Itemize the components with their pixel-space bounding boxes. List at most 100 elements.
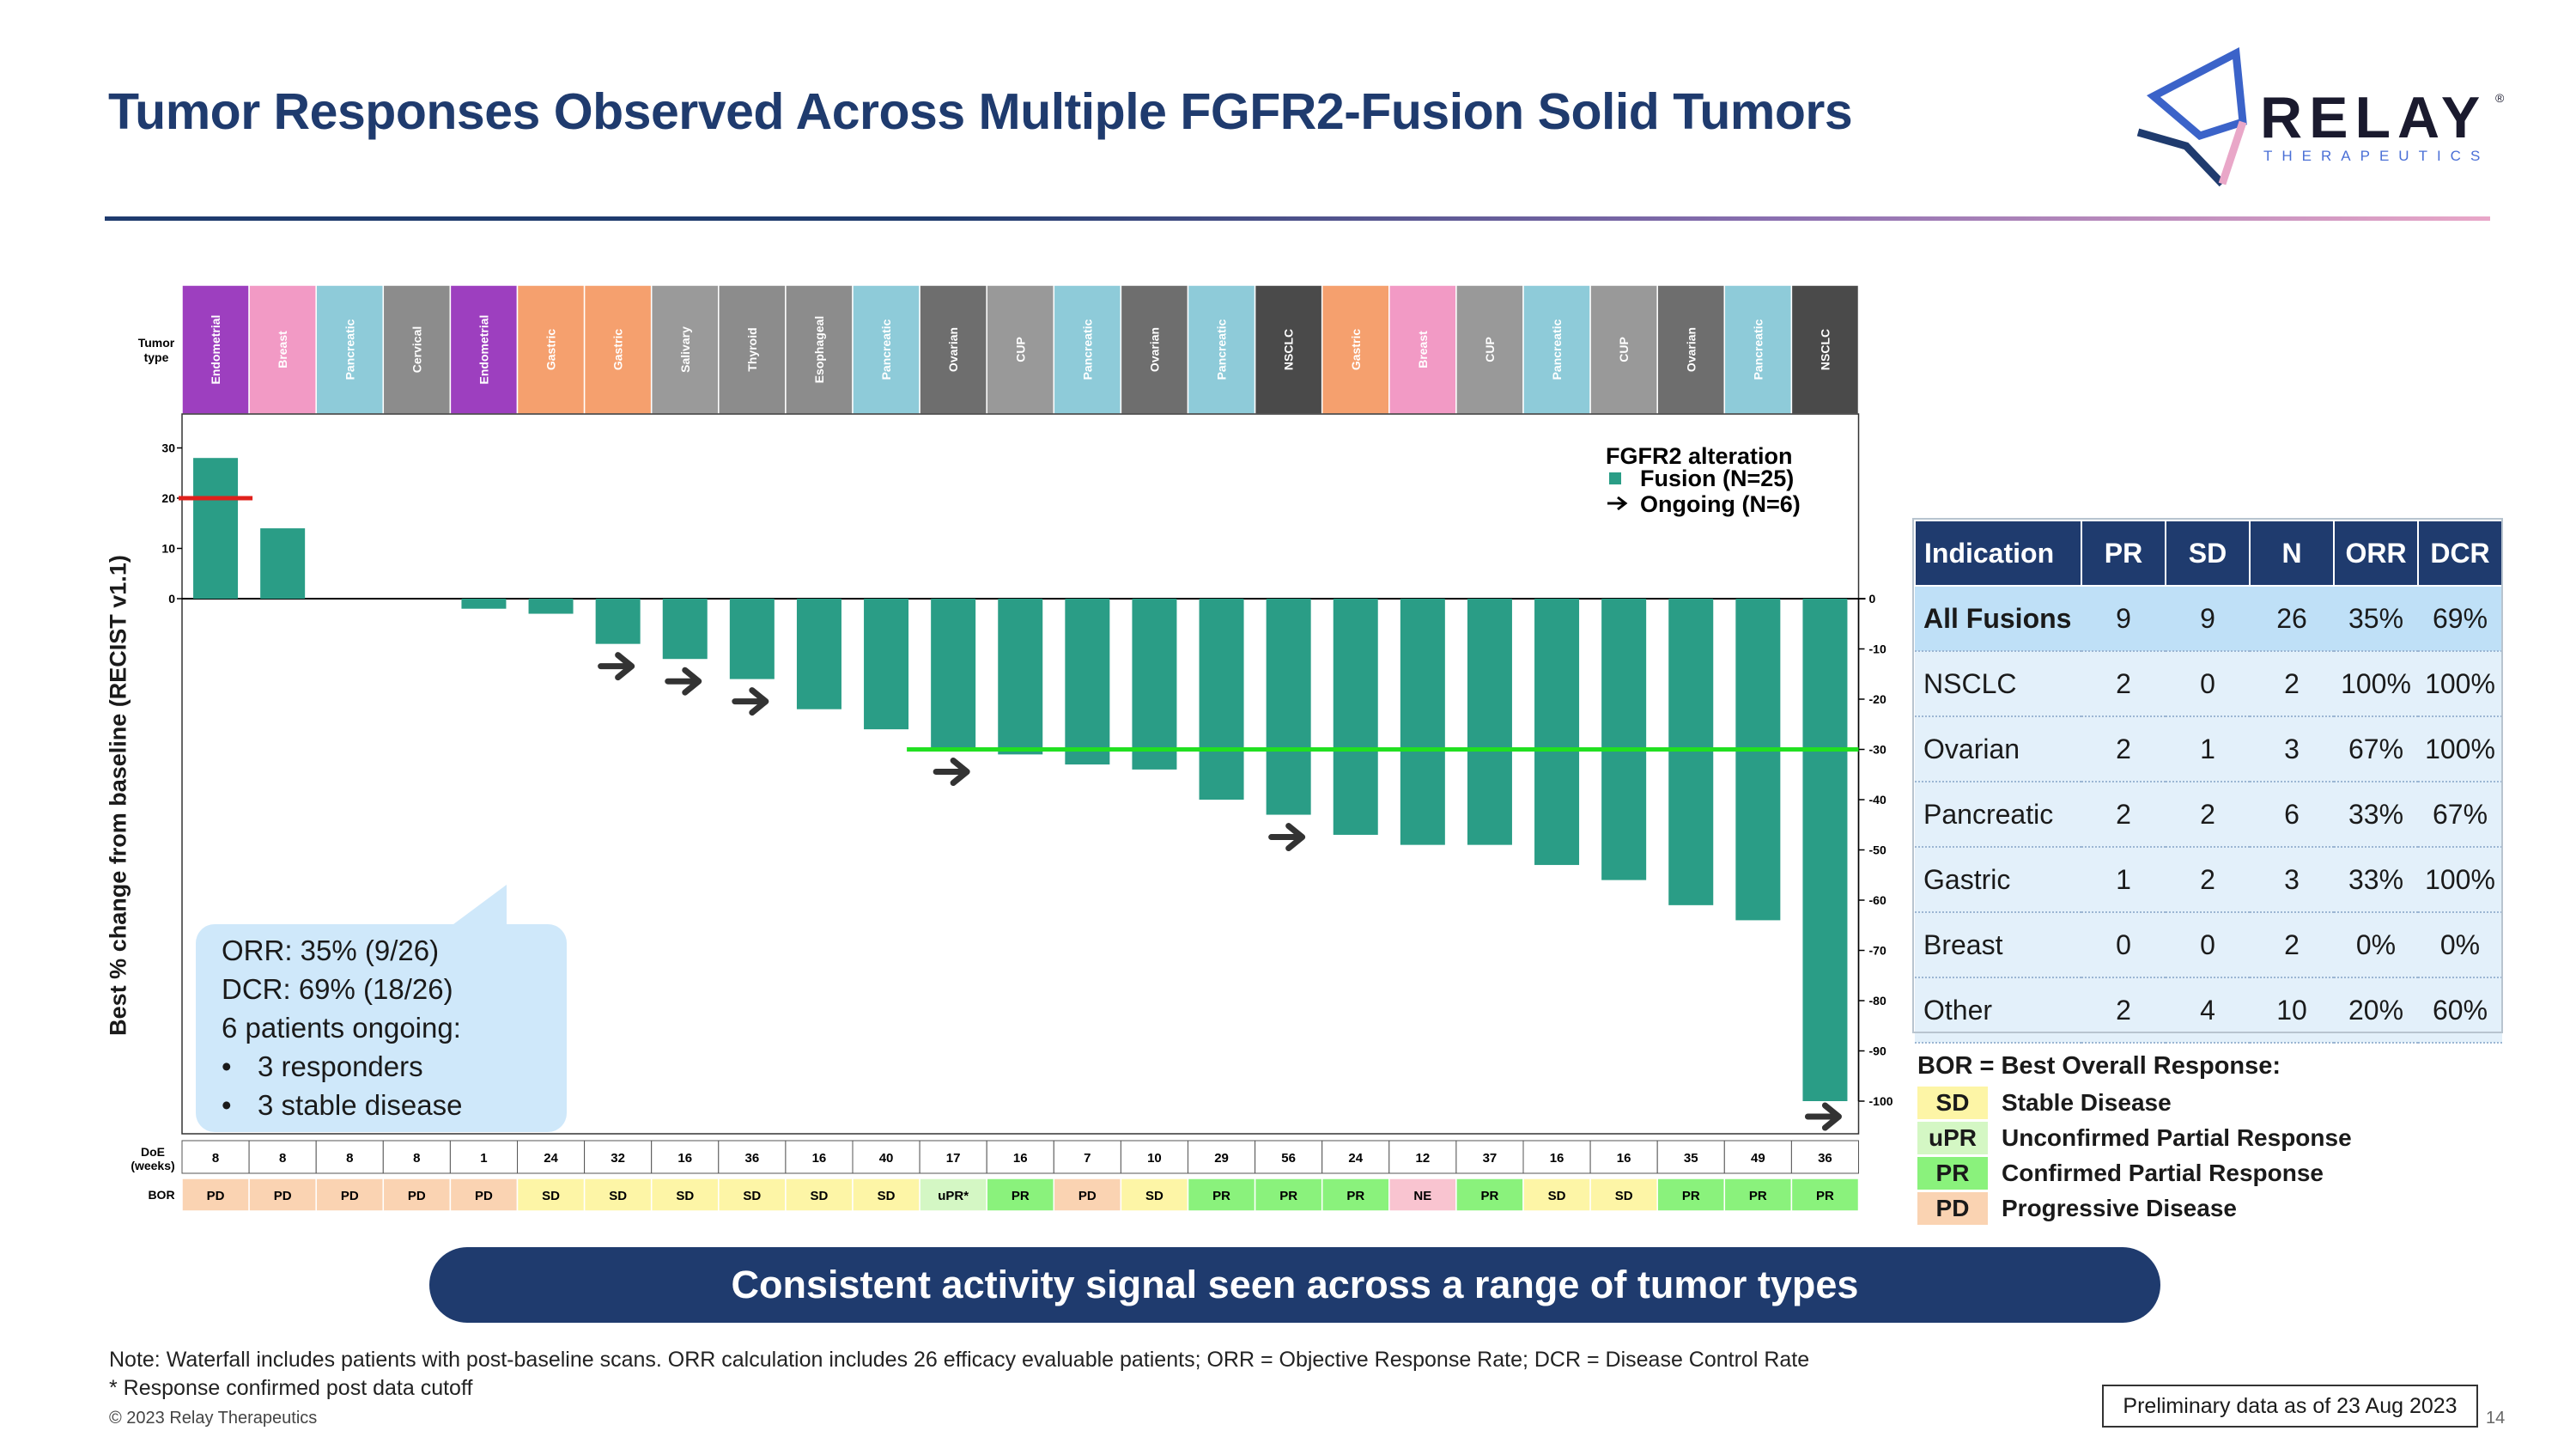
table-cell: Gastric [1915,847,2081,913]
callout-bullet-stable: 3 stable disease [222,1086,463,1124]
left-axis-tick-label: 10 [161,542,175,556]
tumor-type-label: Thyroid [745,327,759,371]
tumor-type-cell [1053,284,1122,415]
bor-value: SD [1615,1189,1633,1203]
bor-cell [785,1178,854,1212]
doe-cell [1388,1140,1457,1174]
bor-value: PR [1816,1189,1834,1203]
ongoing-arrow-icon [665,667,702,696]
tumor-type-label: Breast [1416,331,1430,368]
left-axis-tick-label: 0 [168,592,175,606]
bor-cell [1321,1178,1390,1212]
bor-cell [382,1178,452,1212]
waterfall-bar [729,599,775,679]
doe-cell [181,1140,250,1174]
doe-cell [584,1140,653,1174]
table-cell: 33% [2334,847,2418,913]
bor-value: PD [408,1189,426,1203]
waterfall-bar [796,599,841,709]
waterfall-bar [662,599,708,660]
bor-legend-code: SD [1917,1087,1988,1119]
table-cell: 2 [2081,782,2166,848]
bor-value: PR [1212,1189,1230,1203]
callout-orr: ORR: 35% (9/26) [222,935,440,966]
waterfall-bar [998,599,1043,755]
doe-value: 16 [1013,1151,1028,1166]
left-axis-tick-label: 20 [161,491,175,505]
doe-cell [986,1140,1054,1174]
left-axis-tick-label: 30 [161,441,175,455]
tumor-type-cell [650,284,720,415]
tumor-type-cell [1120,284,1189,415]
doe-cell [651,1140,720,1174]
waterfall-bar [1400,599,1445,845]
logo-subtitle: THERAPEUTICS [2263,148,2490,164]
bor-legend-item: PD Progressive Disease [1917,1192,2237,1225]
bor-value: PR [1012,1189,1030,1203]
tumor-type-label: NSCLC [1818,329,1832,370]
doe-cell [852,1140,920,1174]
table-cell: 67% [2334,716,2418,782]
waterfall-bar [1802,599,1848,1101]
doe-cell [248,1140,317,1174]
doe-value: 8 [279,1151,286,1166]
registered-mark: ® [2495,91,2505,105]
bor-legend-item: PR Confirmed Partial Response [1917,1157,2324,1190]
table-cell: 9 [2166,586,2250,652]
table-cell: 9 [2081,586,2166,652]
doe-row-label: (weeks) [131,1159,174,1172]
waterfall-bar [260,528,306,599]
bor-cell [650,1178,720,1212]
data-cutoff-box: Preliminary data as of 23 Aug 2023 [2102,1385,2478,1428]
doe-value: 10 [1147,1151,1162,1166]
doe-value: 24 [544,1151,558,1166]
bor-cell [986,1178,1055,1212]
bor-cell [315,1178,385,1212]
doe-row-label: DoE [141,1145,165,1159]
legend-arrow-icon [1607,496,1628,511]
bor-cell [1120,1178,1189,1212]
bor-value: SD [1548,1189,1566,1203]
header-pr: PR [2081,520,2166,587]
tumor-type-label: Cervical [410,326,423,373]
bor-value: SD [743,1189,761,1203]
doe-value: 7 [1084,1151,1091,1166]
tumor-type-label: Endometrial [477,315,490,385]
logo-wordmark: RELAY [2260,85,2488,150]
tumor-type-label: Salivary [678,326,692,373]
bor-legend-item: uPR Unconfirmed Partial Response [1917,1122,2352,1154]
tumor-type-cell [1790,284,1860,415]
tumor-type-label: Pancreatic [343,319,356,380]
doe-cell [718,1140,787,1174]
table-cell: All Fusions [1915,586,2081,652]
tumor-type-label: CUP [1617,337,1631,362]
doe-value: 8 [212,1151,219,1166]
tumor-type-label: CUP [1013,337,1027,362]
legend-fusion-swatch [1609,472,1621,484]
table-cell: 2 [2081,716,2166,782]
table-cell: 2 [2166,847,2250,913]
table-cell: Ovarian [1915,716,2081,782]
page-title: Tumor Responses Observed Across Multiple… [108,83,1853,140]
bor-legend-desc: Confirmed Partial Response [2002,1160,2324,1186]
doe-value: 17 [946,1151,961,1166]
indication-table: Indication PR SD N ORR DCR All Fusions 9… [1914,520,2503,1044]
right-axis-tick-label: -20 [1869,692,1886,706]
callout-bullet-responders: 3 responders [222,1047,463,1086]
table-row: Pancreatic 2 2 6 33% 67% [1915,782,2502,848]
doe-cell [1656,1140,1725,1174]
bor-cell [583,1178,653,1212]
bor-cell [1455,1178,1524,1212]
legend-ongoing-label: Ongoing (N=6) [1640,491,1801,517]
waterfall-bar [193,458,239,599]
tumor-type-label: Pancreatic [1550,319,1564,380]
bor-legend-desc: Stable Disease [2002,1089,2172,1116]
table-cell: 67% [2418,782,2502,848]
tumor-type-label: Ovarian [946,327,960,372]
waterfall-bar [1601,599,1647,880]
table-cell: 100% [2418,651,2502,717]
waterfall-bar [1266,599,1311,815]
doe-value: 1 [480,1151,487,1166]
doe-value: 36 [1818,1151,1832,1166]
waterfall-bar [1199,599,1244,800]
